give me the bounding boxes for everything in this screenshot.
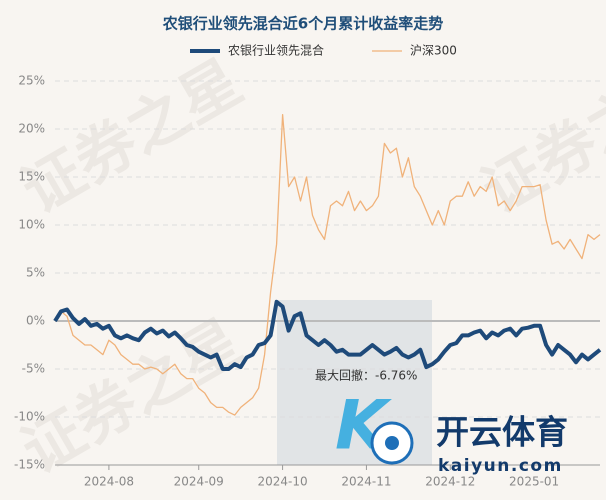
series-line xyxy=(53,299,602,371)
logo-ball-center xyxy=(385,436,399,450)
y-tick-label: 0% xyxy=(26,314,45,328)
y-tick-label: 5% xyxy=(26,266,45,280)
logo-name: 开云体育 xyxy=(436,413,568,452)
x-tick-label: 2024-09 xyxy=(174,475,224,489)
logo: K 开云体育 kaiyun.com xyxy=(335,387,568,476)
series-line xyxy=(54,113,601,416)
y-tick-label: -5% xyxy=(22,362,45,376)
y-tick-label: 25% xyxy=(18,74,45,88)
x-tick-label: 2025-01 xyxy=(509,475,559,489)
watermark: 证券之星 xyxy=(11,47,254,228)
x-tick-label: 2024-10 xyxy=(258,475,308,489)
chart-title: 农银行业领先混合近6个月累计收益率走势 xyxy=(162,15,443,33)
y-tick-label: -10% xyxy=(14,410,45,424)
logo-url: kaiyun.com xyxy=(438,456,563,476)
y-tick-label: 15% xyxy=(18,170,45,184)
y-tick-label: -15% xyxy=(14,458,45,472)
legend-label: 沪深300 xyxy=(410,44,457,58)
watermark: 证券之星 xyxy=(471,47,606,228)
annotation: 最大回撤：-6.76% xyxy=(315,368,417,383)
watermark: 证券之星 xyxy=(11,307,254,488)
x-tick-label: 2024-08 xyxy=(84,475,134,489)
y-tick-label: 10% xyxy=(18,218,45,232)
legend-label: 农银行业领先混合 xyxy=(228,43,324,58)
x-tick-label: 2024-11 xyxy=(341,475,391,489)
x-tick-label: 2024-12 xyxy=(425,475,475,489)
y-tick-label: 20% xyxy=(18,122,45,136)
